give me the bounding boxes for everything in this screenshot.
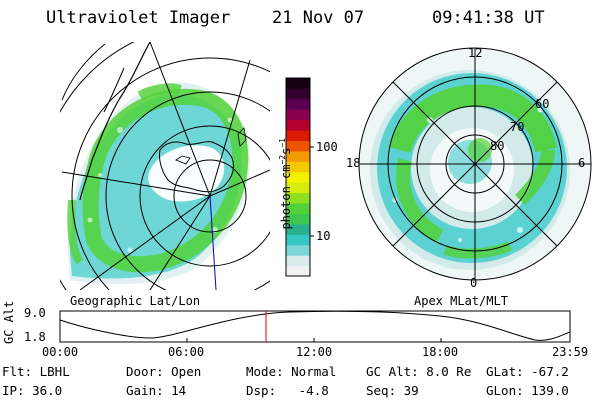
colorbar-segment <box>286 203 310 214</box>
colorbar-segment <box>286 140 310 152</box>
mlat-label-80: 80 <box>490 139 505 153</box>
colorbar-segment <box>286 109 310 121</box>
info-ip: IP: 36.0 <box>2 383 63 398</box>
instrument-title: Ultraviolet Imager <box>46 8 231 28</box>
geographic-image <box>60 42 270 290</box>
colorbar-segment <box>286 150 310 162</box>
mlt-label-0: 0 <box>470 276 478 290</box>
altitude-xtick-3: 18:00 <box>422 345 459 359</box>
info-seq: Seq: 39 <box>366 383 419 398</box>
altitude-xtick-1: 06:00 <box>168 345 205 359</box>
altitude-xtick-0: 00:00 <box>42 345 79 359</box>
altitude-x-ticks <box>59 338 571 342</box>
altitude-ylabel: GC Alt <box>2 300 16 344</box>
info-filter: Flt: LBHL <box>2 364 70 379</box>
colorbar-segment <box>286 255 310 267</box>
colorbar-segment <box>286 161 310 173</box>
colorbar-segment <box>286 88 310 100</box>
colorbar-segment <box>286 192 310 204</box>
altitude-xtick-4: 23:59 <box>552 345 589 359</box>
colorbar-segment <box>286 78 310 89</box>
mlt-label-18: 18 <box>346 156 361 170</box>
colorbar-segment <box>286 182 310 194</box>
apex-grid <box>358 47 592 281</box>
info-mode: Mode: Normal <box>246 364 337 379</box>
colorbar-segment <box>286 130 310 142</box>
info-glat: GLat: -67.2 <box>486 364 569 379</box>
colorbar-segment <box>286 119 310 131</box>
info-gain: Gain: 14 <box>126 383 187 398</box>
colorbar-segment <box>286 171 310 183</box>
colorbar-tick-10: 10 <box>316 229 331 243</box>
info-door: Door: Open <box>126 364 202 379</box>
mlt-label-12: 12 <box>468 46 483 60</box>
mlt-label-6: 6 <box>578 156 586 170</box>
colorbar <box>286 78 310 277</box>
info-gc-alt: GC Alt: 8.0 Re <box>366 364 472 379</box>
colorbar-segment <box>286 213 310 225</box>
colorbar-segment <box>286 244 310 256</box>
info-dsp: Dsp: -4.8 <box>246 383 329 398</box>
date-label: 21 Nov 07 <box>272 8 365 28</box>
mlat-label-70: 70 <box>510 120 525 134</box>
altitude-xtick-2: 12:00 <box>296 345 333 359</box>
colorbar-segment <box>286 223 310 235</box>
altitude-curve <box>59 310 571 341</box>
mlat-label-60: 60 <box>535 97 550 111</box>
time-label: 09:41:38 UT <box>432 8 545 28</box>
colorbar-unit-label: photon cm−2s−1 <box>278 138 293 230</box>
apex-panel-label: Apex MLat/MLT <box>414 294 508 308</box>
altitude-ytick-max: 9.0 <box>24 306 46 320</box>
colorbar-segment <box>286 265 310 277</box>
colorbar-segment <box>286 234 310 246</box>
colorbar-segment <box>286 98 310 110</box>
colorbar-tick-100: 100 <box>316 140 338 154</box>
altitude-ytick-min: 1.8 <box>24 330 46 344</box>
geographic-panel-label: Geographic Lat/Lon <box>70 294 201 308</box>
info-glon: GLon: 139.0 <box>486 383 569 398</box>
